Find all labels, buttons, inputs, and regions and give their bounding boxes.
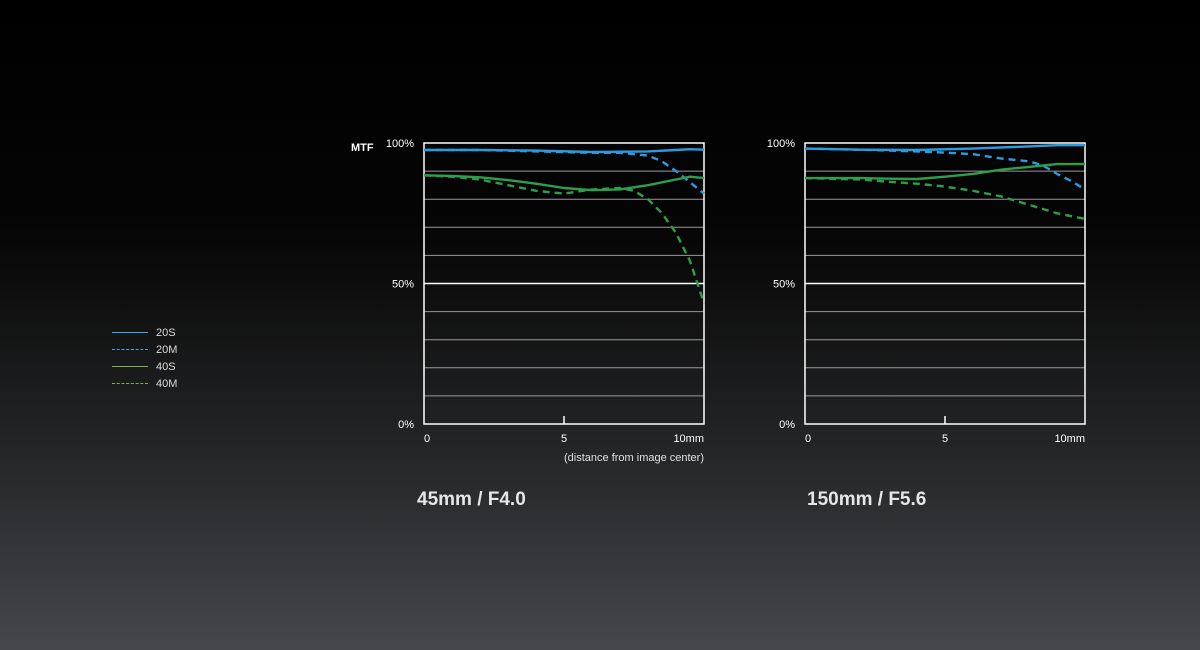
legend-label: 20S [156, 326, 176, 339]
x-tick-label: 10mm [673, 433, 704, 445]
y-tick-label: 50% [773, 279, 795, 291]
legend-label: 20M [156, 343, 178, 356]
chart-150mm: 0% 50% 100% 0 5 10mm [767, 138, 1086, 445]
legend-swatch-20s [112, 332, 148, 333]
chart-title-45mm: 45mm / F4.0 [417, 489, 526, 510]
chart-45mm: 0% 50% 100% 0 5 10mm [386, 138, 706, 445]
series-line-20s [804, 144, 1085, 152]
x-tick-label: 5 [942, 433, 948, 445]
series-line-40m [804, 176, 1086, 221]
y-tick-label: 100% [386, 138, 414, 150]
y-tick-label: 100% [767, 138, 795, 150]
x-tick-label: 10mm [1054, 433, 1085, 445]
series-line-40s [805, 162, 1085, 181]
series-line-20m [804, 147, 1086, 191]
y-tick-label: 50% [392, 279, 414, 291]
legend-swatch-40m [112, 383, 148, 384]
chart-title-150mm: 150mm / F5.6 [807, 489, 927, 510]
legend-swatch-40s [112, 366, 148, 367]
x-tick-label: 5 [561, 433, 567, 445]
series-line-40s [423, 174, 705, 192]
x-tick-label: 0 [424, 433, 430, 445]
legend-label: 40S [156, 360, 176, 373]
legend-item-20s: 20S [112, 324, 177, 341]
y-axis-label: MTF [351, 142, 374, 154]
legend-swatch-20m [112, 349, 148, 350]
x-axis-label: (distance from image center) [564, 452, 704, 464]
legend: 20S 20M 40S 40M [112, 324, 177, 392]
legend-item-20m: 20M [112, 341, 177, 358]
legend-label: 40M [156, 377, 178, 390]
legend-item-40m: 40M [112, 375, 177, 392]
y-tick-label: 0% [398, 419, 414, 431]
y-tick-label: 0% [779, 419, 795, 431]
series-line-40m [423, 174, 706, 304]
series-line-20m [424, 148, 705, 195]
x-tick-label: 0 [805, 433, 811, 445]
legend-item-40s: 40S [112, 358, 177, 375]
